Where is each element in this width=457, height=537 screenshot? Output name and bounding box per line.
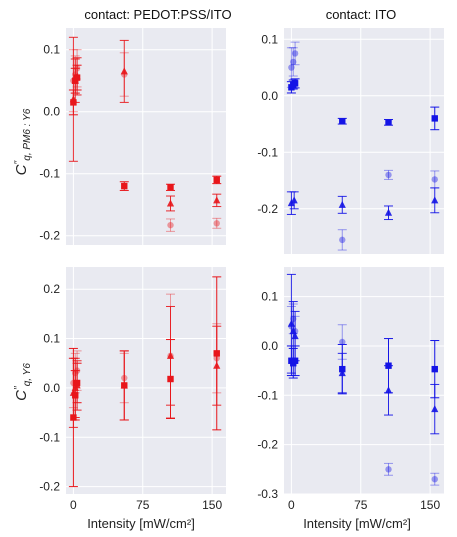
y-tick-label: -0.2 [257,438,278,452]
data-point-square [291,80,299,87]
data-point-square [339,118,346,125]
data-point-circle [431,475,438,483]
data-point-square [70,99,77,106]
data-point-triangle [290,196,298,204]
data-point-square [121,382,128,389]
plot-area [284,267,444,494]
data-point-circle [339,236,346,244]
data-point-triangle [431,196,439,204]
data-point-triangle [291,332,299,340]
data-point-square [385,362,392,369]
data-point-square [213,350,220,357]
data-point-square [291,357,299,364]
y-tick-label: -0.1 [257,145,278,159]
data-point-square [431,115,438,122]
data-point-triangle [338,200,346,208]
plot-area [66,267,226,494]
x-axis-label-left: Intensity [mW/cm²] [87,516,195,531]
x-tick-label: 150 [420,498,440,512]
y-tick-label: 0.0 [43,381,60,395]
data-point-circle [167,221,174,229]
data-point-square [73,74,81,81]
y-tick-label: 0.0 [261,89,278,103]
data-point-square [431,365,438,373]
panel-title-top-left: contact: PEDOT:PSS/ITO [84,7,231,22]
y-tick-label: 0.1 [261,32,278,46]
data-point-circle [339,338,346,346]
data-point-square [167,184,174,191]
data-point-square [72,392,79,399]
data-point-circle [291,50,299,57]
data-point-square [339,365,346,373]
data-point-triangle [166,199,175,207]
y-tick-label: 0.2 [43,282,60,296]
data-point-circle [290,58,297,66]
data-point-triangle [120,67,128,75]
y-tick-label: -0.2 [257,202,278,216]
panel-bottom-left: -0.2 -0.1 0.0 0.1 0.2 0 75 150 [39,267,226,512]
panel-bottom-right: -0.3 -0.2 -0.1 0.0 0.1 0 75 150 [257,267,444,512]
panel-top-right: -0.2 -0.1 0.0 0.1 [257,28,444,254]
data-point-triangle [431,405,439,413]
y-tick-label: 0.0 [43,105,60,119]
y-axis-label-top: C′′q, PM6 : Y6 [13,108,33,175]
y-tick-label: 0.0 [261,339,278,353]
x-tick-label: 75 [136,498,150,512]
panel-title-top-right: contact: ITO [326,7,397,22]
x-tick-label: 75 [354,498,368,512]
data-point-triangle [384,208,393,216]
x-tick-label: 0 [70,498,77,512]
plot-area [284,28,444,254]
x-tick-label: 150 [202,498,222,512]
data-point-square [167,375,174,383]
y-tick-label: -0.1 [257,388,278,402]
data-point-circle [385,171,392,179]
y-tick-label: 0.1 [261,290,278,304]
data-point-circle [431,176,438,183]
y-tick-label: 0.1 [43,332,60,346]
data-point-triangle [213,196,221,204]
y-tick-label: -0.1 [39,430,60,444]
data-point-square [73,379,81,387]
panel-top-left: -0.2 -0.1 0.0 0.1 [39,28,226,245]
y-axis-label-bottom: C′′q, Y6 [13,363,33,401]
y-tick-label: -0.2 [39,480,60,494]
x-axis-label-right: Intensity [mW/cm²] [303,516,411,531]
data-point-square [121,182,128,190]
data-point-circle [213,220,220,227]
data-point-square [70,414,77,421]
y-tick-label: -0.3 [257,487,278,501]
y-tick-label: -0.1 [39,167,60,181]
data-point-square [213,176,220,184]
data-point-circle [288,64,295,71]
y-tick-label: 0.1 [43,43,60,57]
plot-area [66,28,226,245]
data-point-circle [385,466,392,473]
data-point-square [385,119,392,126]
y-tick-label: -0.2 [39,229,60,243]
x-tick-label: 0 [288,498,295,512]
